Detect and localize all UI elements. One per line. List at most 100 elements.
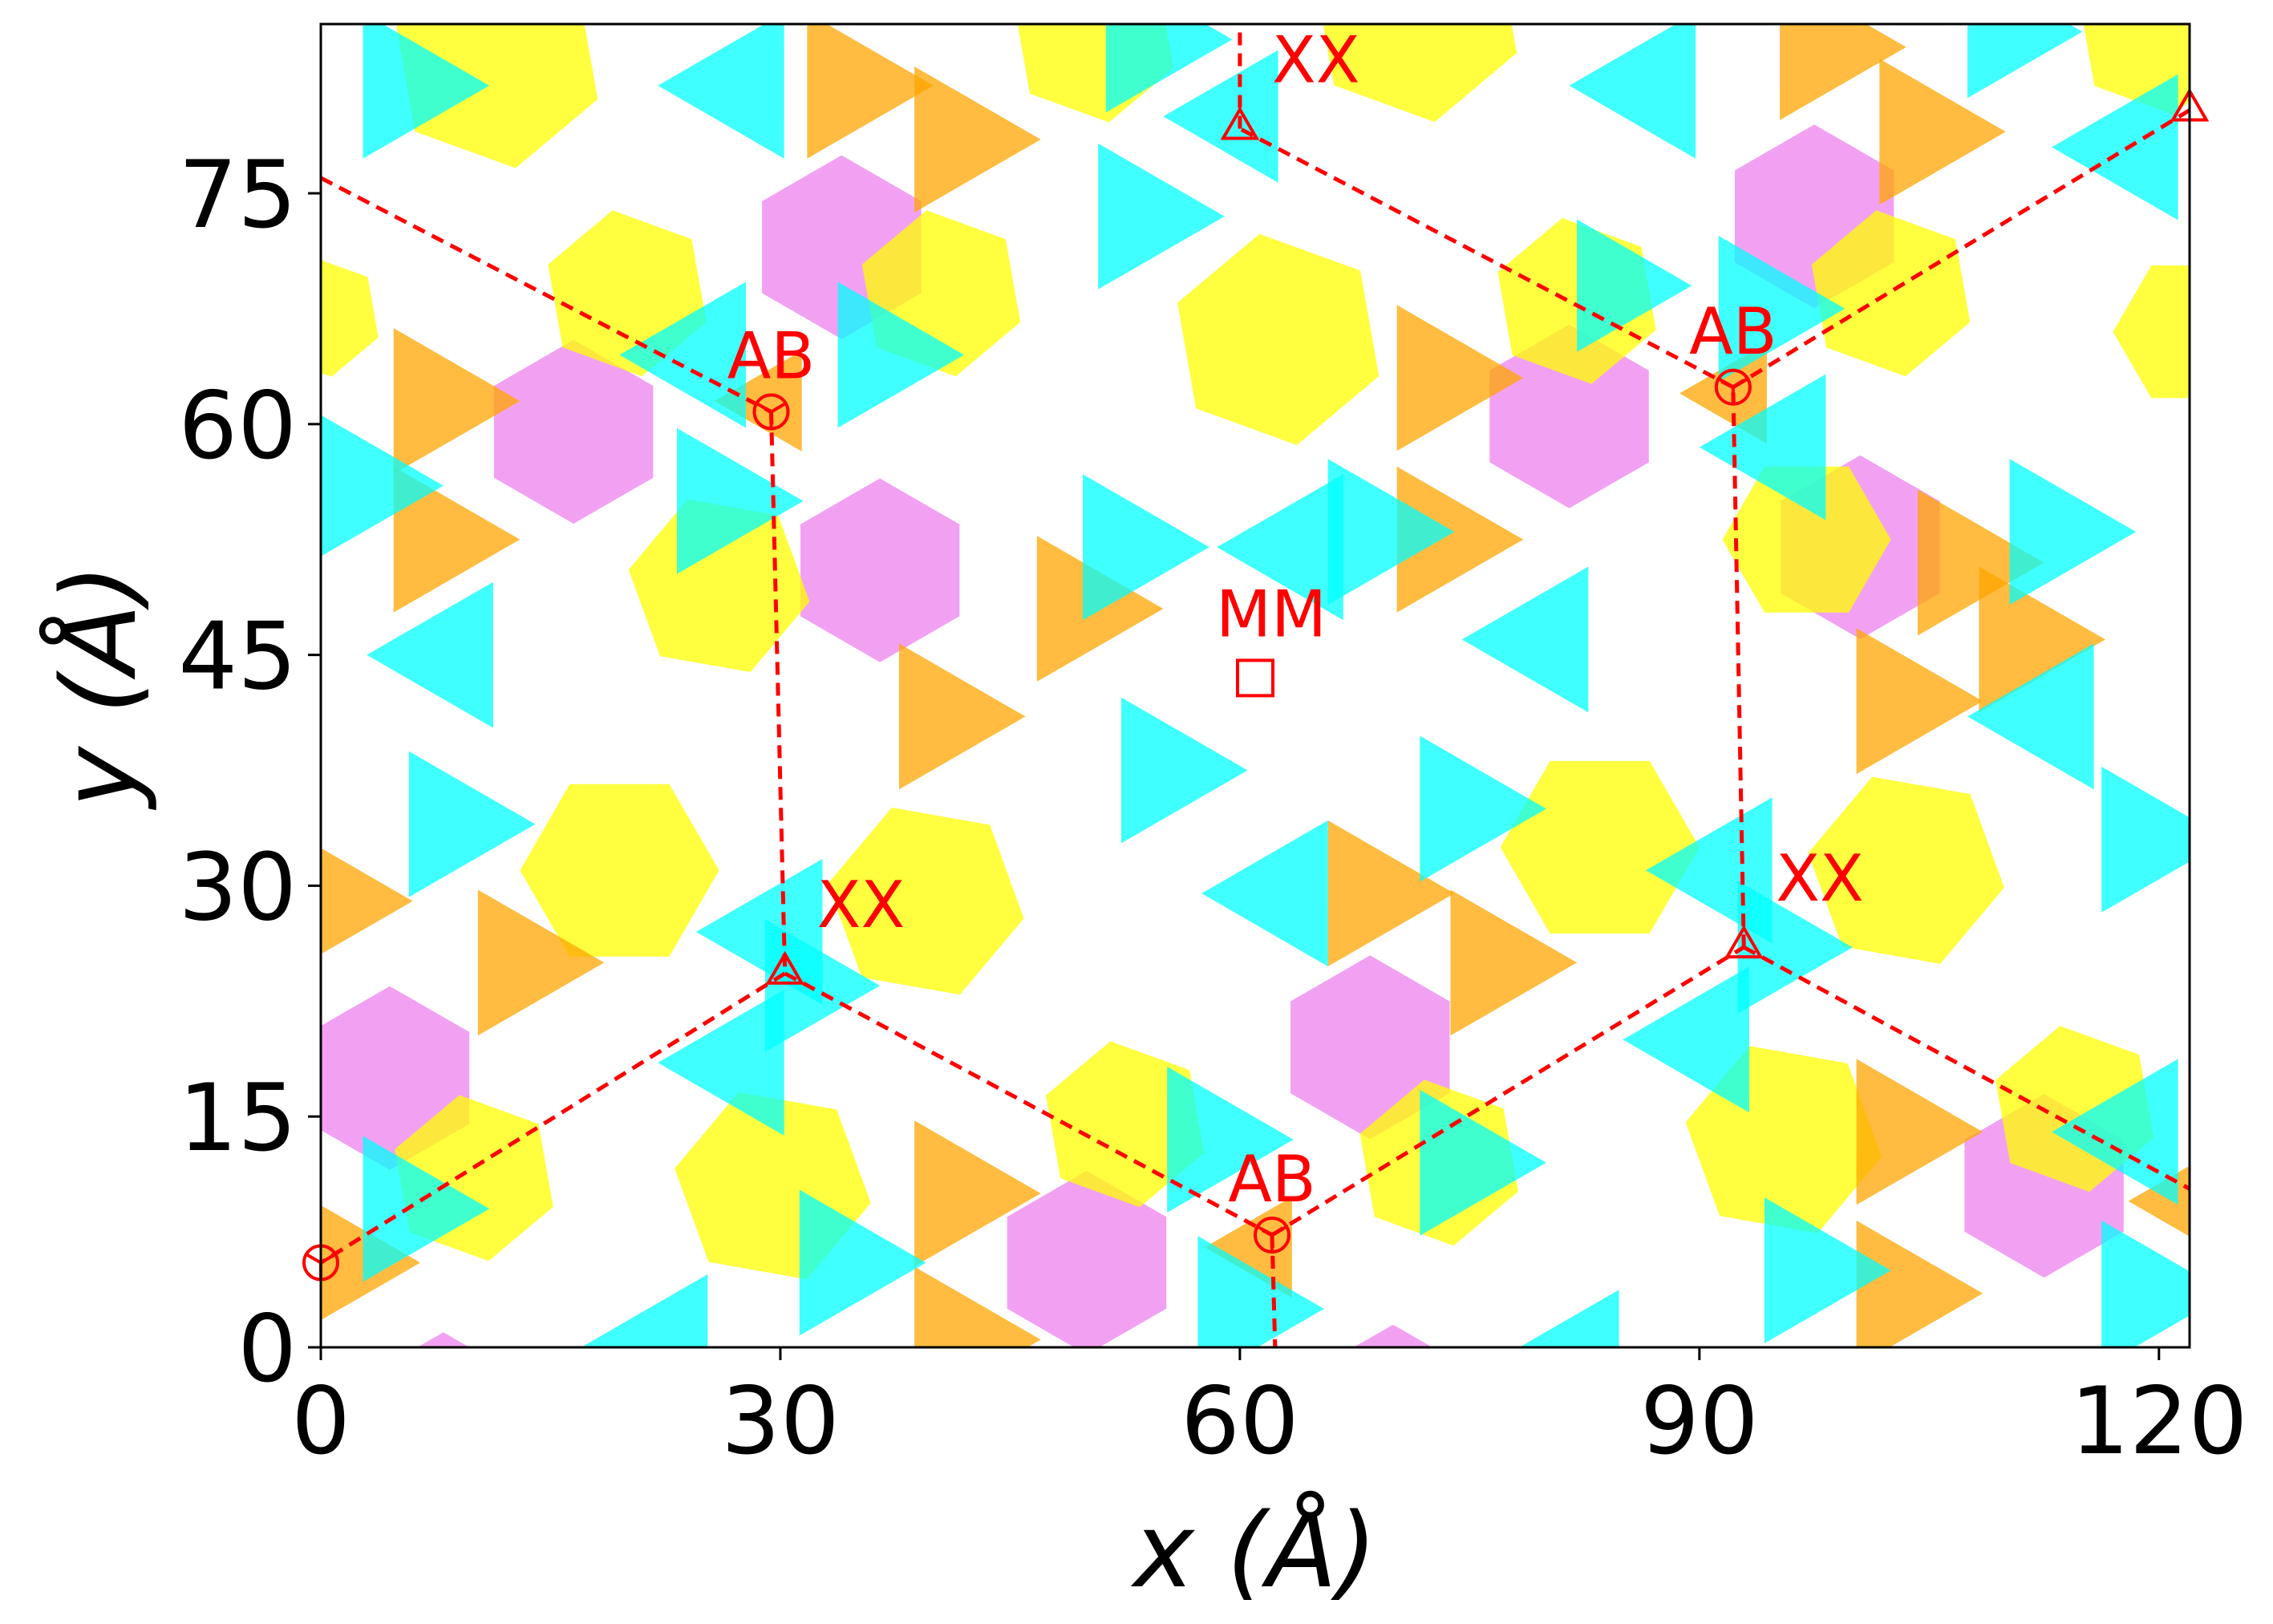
yellow-hexagon-domain	[828, 808, 1024, 995]
cyan-triangle-domain	[2052, 1059, 2178, 1205]
stacking-site-marker: XX	[1724, 841, 1864, 959]
site-label-xx: XX	[1272, 22, 1360, 97]
y-axis: 0 15 30 45 60 75	[178, 141, 321, 1403]
yellow-hexagon-domain	[1808, 776, 2004, 964]
site-label-mm: MM	[1216, 577, 1327, 651]
xx-site-triangle	[1724, 925, 1764, 959]
orange-triangle-domain	[914, 66, 1041, 213]
orange-triangle-domain	[1856, 628, 1983, 775]
domain-boundary-line	[1270, 946, 1745, 1237]
x-tick-label: 90	[1640, 1367, 1759, 1476]
ab-site-spoke	[305, 1253, 322, 1265]
cyan-triangle-domain	[658, 990, 784, 1136]
domain-boundary-line	[1731, 387, 1746, 948]
yellow-hexagon-domain	[520, 784, 719, 957]
cyan-triangle-domain	[1105, 24, 1233, 113]
cyan-triangle-domain	[1098, 143, 1225, 290]
cyan-triangle-domain	[1699, 374, 1826, 520]
cyan-triangle-domain	[363, 1136, 490, 1282]
cyan-triangle-domain	[2052, 74, 2178, 221]
orange-triangle-domain	[393, 466, 521, 613]
ab-site-spoke	[756, 402, 772, 414]
stacking-site-marker: MM	[1216, 577, 1327, 698]
orange-triangle-domain	[914, 1266, 1041, 1347]
yellow-hexagon-domain	[1177, 233, 1380, 445]
ab-site-spoke	[770, 402, 787, 414]
plot-frame	[319, 22, 2191, 1349]
cyan-triangle-domain	[1577, 219, 1692, 352]
domain-boundary-line	[1270, 1234, 1278, 1347]
domain-boundary-line	[1732, 108, 2190, 389]
ab-site-spoke	[1717, 377, 1734, 389]
orange-triangle-domain	[1780, 24, 1906, 120]
domain-boundary-line	[784, 971, 1274, 1237]
cyan-triangle-domain	[1201, 820, 1328, 966]
mm-site-square	[1236, 658, 1274, 698]
site-label-ab: AB	[727, 318, 816, 393]
cyan-triangle-domain	[1623, 966, 1749, 1113]
orange-triangle-domain	[807, 24, 934, 159]
xx-site-triangle	[765, 950, 805, 985]
cyan-triangle-domain	[1327, 459, 1455, 605]
x-tick-label: 30	[721, 1367, 840, 1476]
violet-hexagon-domain	[493, 339, 654, 524]
cyan-triangle-domain	[1737, 881, 1853, 1014]
stacking-site-marker: AB	[1689, 294, 1777, 406]
stacking-site-marker: AB	[727, 318, 816, 431]
cyan-triangle-domain	[581, 1274, 708, 1347]
x-axis: 0 30 60 90 120	[291, 1347, 2248, 1476]
orange-triangle-domain	[321, 848, 413, 954]
site-label-ab: AB	[1689, 294, 1777, 369]
y-tick-label: 45	[178, 603, 297, 711]
yellow-hexagon-domain	[1811, 210, 1971, 377]
cyan-triangle-domain	[2101, 1220, 2190, 1347]
cyan-triangle-domain	[2101, 766, 2190, 913]
yellow-hexagon-domain	[1323, 24, 1517, 123]
cyan-triangle-domain	[799, 1189, 926, 1336]
cyan-triangle-domain	[1718, 236, 1846, 382]
x-axis-label: x (Å)	[1130, 1491, 1377, 1611]
orange-triangle-domain	[1856, 1059, 1983, 1205]
cyan-triangle-domain	[619, 281, 746, 428]
stacking-sites-layer: AB AB AB XX XX XX MM	[302, 22, 2210, 1282]
stacking-site-marker: XX	[765, 868, 905, 985]
cyan-triangle-domain	[408, 751, 536, 897]
orange-triangle-domain	[1856, 1220, 1983, 1347]
orange-triangle-domain	[477, 889, 605, 1036]
domain-boundary-line	[1743, 945, 2190, 1191]
orange-triangle-domain	[914, 1120, 1041, 1267]
ab-site-spoke	[1732, 377, 1749, 389]
orange-triangle-domain	[1918, 489, 2044, 636]
cyan-triangle-domain	[837, 281, 965, 428]
cyan-triangle-domain	[1163, 50, 1278, 183]
yellow-hexagon-domain	[1500, 760, 1700, 933]
xx-site-triangle	[1220, 106, 1260, 140]
orange-triangle-domain	[1679, 342, 1767, 444]
yellow-hexagon-domain	[321, 260, 379, 377]
domain-boundary-line	[321, 971, 787, 1265]
violet-hexagon-domain	[800, 478, 960, 662]
violet-hexagon-domain	[1353, 1324, 1432, 1347]
stacking-site-marker: XX	[1220, 22, 1360, 140]
yellow-hexagon-domain	[1722, 466, 1891, 613]
domain-boundary-line	[768, 411, 788, 974]
site-label-xx: XX	[1776, 841, 1864, 916]
ab-site-spoke	[319, 1253, 337, 1265]
ab-site-spoke	[1271, 1225, 1288, 1237]
yellow-hexagon-domain	[1046, 1041, 1205, 1208]
orange-triangle-domain	[1396, 305, 1524, 452]
cyan-triangle-domain	[1120, 697, 1248, 844]
cyan-triangle-domain	[1569, 24, 1696, 159]
x-tick-label: 60	[1181, 1367, 1299, 1476]
violet-hexagon-domain	[417, 1332, 470, 1347]
y-tick-label: 75	[178, 141, 297, 249]
cyan-triangle-domain	[658, 24, 784, 159]
cyan-triangle-domain	[321, 415, 444, 557]
cyan-triangle-domain	[1765, 1197, 1891, 1343]
x-tick-label: 0	[291, 1367, 350, 1476]
violet-hexagon-domain	[1489, 324, 1649, 508]
domain-shapes-layer	[321, 24, 2190, 1347]
cyan-triangle-domain	[1197, 1236, 1324, 1347]
cyan-triangle-domain	[2009, 459, 2137, 605]
cyan-triangle-domain	[1967, 24, 2083, 99]
